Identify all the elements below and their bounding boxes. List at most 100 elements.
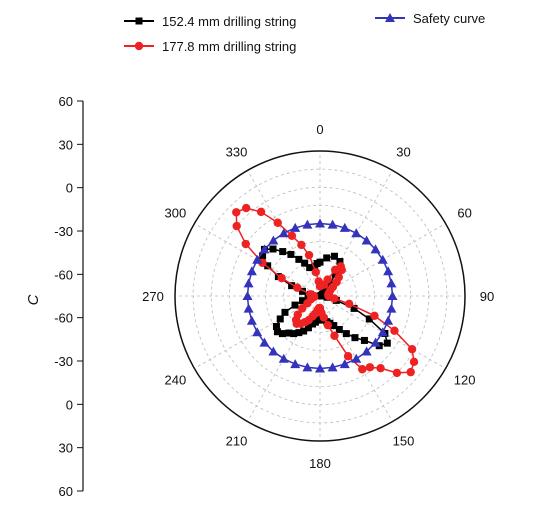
series-1-point-26: [330, 331, 339, 340]
series-2-point-29: [246, 266, 257, 276]
series-0-point-24: [330, 322, 338, 330]
legend-label-1: 177.8 mm drilling string: [162, 39, 296, 54]
radial-tick-label-2: 0: [66, 181, 73, 196]
series-2: [242, 218, 398, 373]
series-1-point-54: [256, 207, 266, 217]
radial-tick-label-4: -60: [54, 267, 73, 282]
series-0-point-44: [298, 297, 306, 305]
series-1-point-6: [337, 265, 346, 275]
series-0-point-41: [276, 315, 284, 323]
legend-marker-1: [134, 41, 144, 51]
series-2-point-4: [361, 235, 372, 245]
series-1-point-23: [365, 363, 375, 372]
series-0-point-33: [304, 324, 312, 332]
legend-label-2: Safety curve: [413, 11, 485, 26]
legend-label-0: 152.4 mm drilling string: [162, 14, 296, 29]
series-2-point-26: [243, 303, 254, 313]
series-0-point-57: [295, 255, 303, 263]
series-2-point-1: [327, 219, 338, 229]
series-2-point-33: [278, 228, 289, 238]
series-1-point-41: [297, 304, 307, 313]
series-0-point-16: [365, 315, 373, 323]
radial-tick-label-1: 30: [59, 137, 73, 152]
series-1-point-17: [390, 326, 399, 335]
series-0-point-59: [306, 264, 314, 272]
series-2-point-16: [339, 359, 350, 369]
radial-tick-label-7: 0: [66, 397, 73, 412]
series-1-point-24: [358, 365, 367, 374]
series-2-point-11: [383, 315, 394, 325]
legend: 152.4 mm drilling string 177.8 mm drillin…: [124, 11, 485, 54]
series-2-point-24: [252, 327, 263, 337]
angle-tick-90: 90: [480, 289, 494, 304]
series-1-point-53: [242, 203, 251, 213]
angle-tick-330: 330: [226, 144, 248, 159]
series-1-point-19: [409, 357, 419, 367]
series-1-point-18: [407, 344, 417, 354]
series-0-point-3: [336, 257, 344, 265]
series-2-point-6: [377, 254, 388, 264]
series-1-point-48: [277, 273, 286, 283]
series-0-point-49: [288, 282, 296, 290]
series-2-point-27: [242, 291, 253, 300]
series-2-point-17: [327, 362, 338, 372]
series-0-point-51: [264, 262, 272, 270]
radial-tick-label-3: -30: [54, 224, 73, 239]
series-0-point-52: [259, 252, 267, 260]
series-1-point-50: [241, 239, 250, 249]
series-2-point-15: [351, 353, 362, 363]
series-0-point-35: [295, 329, 303, 337]
series-0-point-36: [290, 330, 298, 338]
series-2-point-2: [339, 222, 350, 232]
series-2-point-3: [351, 228, 362, 238]
series-1-point-60: [314, 277, 323, 286]
series-2-point-28: [243, 278, 254, 288]
series-1-point-3: [323, 275, 332, 284]
series-0-point-58: [301, 259, 309, 267]
series-1-point-46: [306, 290, 315, 299]
series-0-point-12: [317, 292, 325, 300]
series-0-point-1: [323, 254, 331, 262]
angle-tick-240: 240: [165, 373, 187, 388]
series-2-point-21: [278, 353, 289, 363]
series-0-point-54: [269, 245, 277, 253]
series-2-point-8: [386, 278, 397, 288]
series-0-point-2: [330, 252, 338, 260]
radial-axis-label: C: [25, 294, 42, 305]
series-2-point-0: [315, 218, 325, 228]
series-0-point-39: [273, 328, 281, 336]
angle-tick-120: 120: [454, 373, 476, 388]
series-2-point-14: [361, 346, 372, 356]
series-2-point-10: [386, 303, 397, 313]
angle-tick-180: 180: [309, 456, 331, 471]
angle-tick-270: 270: [142, 289, 164, 304]
series-2-point-23: [259, 337, 270, 347]
series-2-point-9: [387, 291, 398, 300]
series-1-point-58: [304, 250, 314, 260]
series-1-point-59: [311, 268, 321, 277]
angle-tick-210: 210: [226, 434, 248, 449]
series-1-point-14: [330, 294, 339, 303]
angle-tick-30: 30: [396, 144, 410, 159]
outer-circle: [174, 150, 466, 442]
series-1-point-52: [232, 208, 241, 217]
series-0-point-34: [300, 327, 308, 335]
series-layer: [232, 203, 419, 378]
series-2-point-32: [268, 235, 279, 245]
angle-tick-300: 300: [165, 206, 187, 221]
series-2-point-34: [290, 222, 301, 232]
series-0-point-4: [331, 270, 339, 278]
series-2-point-22: [268, 346, 279, 356]
series-2-point-31: [259, 244, 270, 254]
radial-tick-label-8: 30: [59, 441, 73, 456]
series-1-point-16: [370, 311, 379, 321]
series-0-point-38: [278, 330, 286, 338]
series-0-point-15: [350, 304, 358, 312]
series-1-point-22: [376, 363, 385, 373]
angle-tick-60: 60: [457, 206, 471, 221]
series-1-point-20: [406, 367, 415, 377]
series-0-point-18: [383, 339, 391, 347]
angle-tick-labels: 0 30 60 90 120 150 180 210 240 270 300 330: [142, 122, 494, 471]
angle-tick-0: 0: [316, 122, 323, 137]
